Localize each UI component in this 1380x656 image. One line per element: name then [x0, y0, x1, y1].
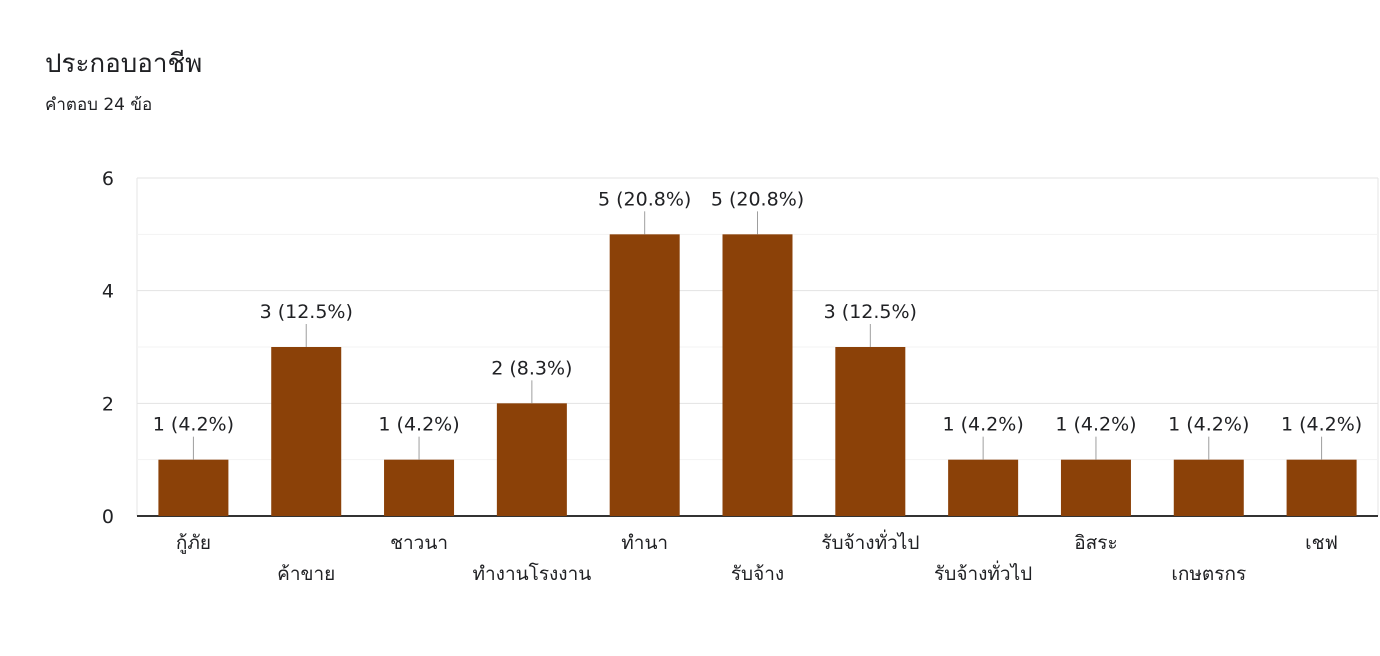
x-tick-label: ชาวนา [390, 532, 448, 554]
data-label: 3 (12.5%) [260, 301, 353, 323]
bar [948, 459, 1019, 516]
data-labels: 1 (4.2%) 3 (12.5%) 1 (4.2%) 2 (8.3%) 5 (20.8… [153, 188, 1362, 460]
bar [271, 347, 342, 516]
y-tick-label: 0 [102, 506, 114, 528]
bar [1173, 459, 1244, 516]
x-tick-label: รับจ้างทั่วไป [821, 529, 919, 554]
x-tick-label: รับจ้างทั่วไป [934, 560, 1032, 585]
x-tick-label: ทำนา [621, 532, 668, 554]
data-label: 1 (4.2%) [153, 414, 234, 436]
data-label: 1 (4.2%) [1168, 414, 1249, 436]
x-tick-label: เกษตรกร [1171, 563, 1246, 585]
bar [609, 234, 680, 517]
y-tick-label: 2 [102, 393, 114, 415]
x-tick-label: เชฟ [1305, 532, 1338, 554]
bar [1286, 459, 1357, 516]
x-tick-label: รับจ้าง [731, 563, 784, 585]
data-label: 1 (4.2%) [1055, 414, 1136, 436]
response-count: คำตอบ 24 ข้อ [45, 95, 153, 115]
bar [384, 459, 455, 516]
data-label: 1 (4.2%) [1281, 414, 1362, 436]
chart-title: ประกอบอาชีพ [45, 49, 203, 79]
bars [158, 234, 1357, 517]
y-tick-label: 4 [102, 281, 114, 303]
data-label: 1 (4.2%) [943, 414, 1024, 436]
data-label: 1 (4.2%) [378, 414, 459, 436]
y-axis-ticks: 0 2 4 6 [102, 168, 114, 528]
data-label: 3 (12.5%) [824, 301, 917, 323]
bar [722, 234, 793, 517]
x-tick-label: ค้าขาย [277, 563, 335, 585]
x-tick-label: กู้ภัย [176, 532, 211, 554]
x-tick-label: ทำงานโรงงาน [472, 562, 591, 585]
y-tick-label: 6 [102, 168, 114, 190]
bar [835, 347, 906, 516]
data-label: 2 (8.3%) [491, 357, 572, 379]
bar [496, 403, 567, 516]
data-label: 5 (20.8%) [711, 188, 804, 210]
bar [158, 459, 229, 516]
bar [1060, 459, 1131, 516]
data-label: 5 (20.8%) [598, 188, 691, 210]
x-tick-label: อิสระ [1074, 532, 1117, 554]
